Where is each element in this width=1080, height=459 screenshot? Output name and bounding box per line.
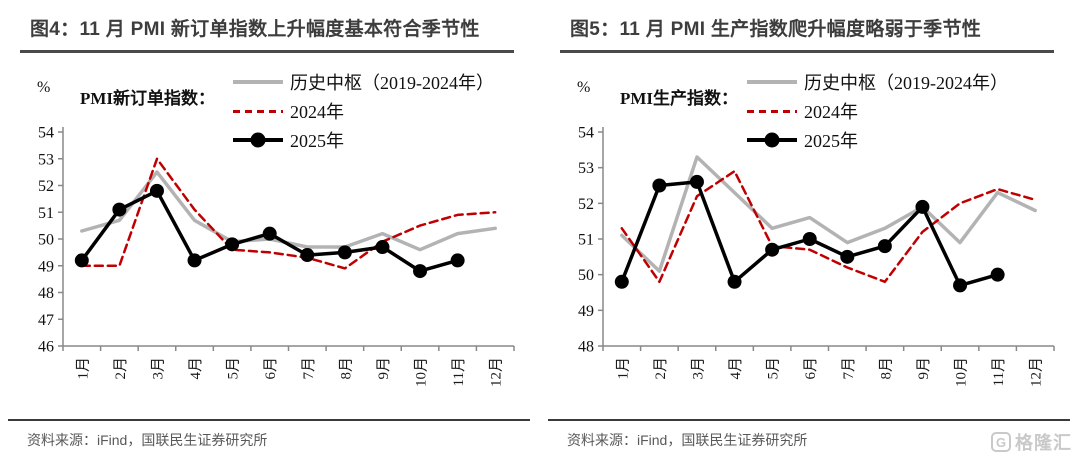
svg-text:9月: 9月 xyxy=(916,357,932,380)
source-divider xyxy=(8,419,530,421)
figure-4-chart: 46 47 48 49 50 51 52 53 54 1月 2月 3月 4月 5月 6月 7月 8月 9月 10月 1… xyxy=(37,70,515,387)
svg-text:53: 53 xyxy=(38,151,54,168)
legend-label: 2024年 xyxy=(290,102,344,122)
red-dashed-line-icon xyxy=(233,109,283,113)
figure-4-title: 图4：11 月 PMI 新订单指数上升幅度基本符合季节性 xyxy=(20,12,514,53)
legend-item-history: 历史中枢（2019-2024年） xyxy=(747,70,1008,94)
figure-4-plot: 46 47 48 49 50 51 52 53 54 1月 2月 3月 4月 5月 6月 7月 8月 9月 10月 1… xyxy=(38,125,515,387)
y-axis-unit-label: % xyxy=(37,79,51,96)
source-divider xyxy=(548,419,1070,421)
svg-text:50: 50 xyxy=(578,267,594,284)
svg-text:5月: 5月 xyxy=(766,357,782,380)
legend-item-history: 历史中枢（2019-2024年） xyxy=(233,70,494,94)
legend-item-2024: 2024年 xyxy=(747,99,1008,123)
y-axis-unit-label: % xyxy=(577,79,591,96)
svg-text:49: 49 xyxy=(38,258,54,275)
svg-text:50: 50 xyxy=(38,232,54,249)
legend-label: 历史中枢（2019-2024年） xyxy=(290,73,494,93)
svg-text:54: 54 xyxy=(38,125,54,142)
legend-label: 2025年 xyxy=(804,131,858,151)
red-dashed-line-icon xyxy=(747,109,797,113)
svg-text:48: 48 xyxy=(578,339,594,356)
legend-item-2025: 2025年 xyxy=(233,128,494,152)
svg-text:2月: 2月 xyxy=(653,357,669,380)
svg-text:12月: 12月 xyxy=(1029,357,1045,387)
legend: 历史中枢（2019-2024年） 2024年 2025年 xyxy=(747,70,1008,152)
svg-text:10月: 10月 xyxy=(414,357,430,387)
svg-text:46: 46 xyxy=(38,339,54,356)
figure-5-plot: 48 49 50 51 52 53 54 1月 2月 3月 4月 5月 6月 7月 8月 9月 10月 11月 12… xyxy=(578,125,1055,387)
gray-line-icon xyxy=(233,80,283,84)
svg-text:54: 54 xyxy=(578,125,594,142)
watermark-brand-text: 格隆汇 xyxy=(1015,433,1072,453)
legend-label: 2025年 xyxy=(290,131,344,151)
source-text: 资料来源：iFind，国联民生证券研究所 xyxy=(567,432,808,448)
svg-text:49: 49 xyxy=(578,303,594,320)
gelonghui-logo-icon: G xyxy=(991,432,1011,452)
svg-text:7月: 7月 xyxy=(301,357,317,380)
indicator-label: PMI生产指数： xyxy=(620,89,739,108)
black-dot-line-icon xyxy=(233,132,283,148)
svg-text:11月: 11月 xyxy=(991,357,1007,386)
svg-text:4月: 4月 xyxy=(188,357,204,380)
svg-text:1月: 1月 xyxy=(75,357,91,380)
indicator-label: PMI新订单指数： xyxy=(80,89,216,108)
svg-text:4月: 4月 xyxy=(728,357,744,380)
watermark: G 格隆汇 xyxy=(991,429,1072,455)
svg-text:12月: 12月 xyxy=(489,357,505,387)
svg-text:47: 47 xyxy=(38,312,54,329)
figure-4-panel: 图4：11 月 PMI 新订单指数上升幅度基本符合季节性 46 47 48 49 50 5… xyxy=(8,12,530,448)
svg-text:3月: 3月 xyxy=(690,357,706,380)
figure-5-panel: 图5：11 月 PMI 生产指数爬升幅度略弱于季节性 48 49 50 51 52 53 5… xyxy=(540,0,1080,459)
legend-label: 2024年 xyxy=(804,102,858,122)
svg-text:11月: 11月 xyxy=(451,357,467,386)
legend: 历史中枢（2019-2024年） 2024年 2025年 xyxy=(233,70,494,152)
svg-text:48: 48 xyxy=(38,285,54,302)
svg-text:51: 51 xyxy=(38,205,54,222)
legend-item-2024: 2024年 xyxy=(233,99,494,123)
figure-5-title: 图5：11 月 PMI 生产指数爬升幅度略弱于季节性 xyxy=(560,12,1054,53)
gray-line-icon xyxy=(747,80,797,84)
svg-text:3月: 3月 xyxy=(150,357,166,380)
black-dot-line-icon xyxy=(747,132,797,148)
legend-item-2025: 2025年 xyxy=(747,128,1008,152)
svg-text:2月: 2月 xyxy=(113,357,129,380)
svg-text:52: 52 xyxy=(578,196,594,213)
svg-text:53: 53 xyxy=(578,160,594,177)
svg-text:52: 52 xyxy=(38,178,54,195)
svg-text:10月: 10月 xyxy=(954,357,970,387)
svg-text:1月: 1月 xyxy=(615,357,631,380)
svg-text:51: 51 xyxy=(578,232,594,249)
svg-text:6月: 6月 xyxy=(803,357,819,380)
source-text: 资料来源：iFind，国联民生证券研究所 xyxy=(27,432,268,448)
svg-text:6月: 6月 xyxy=(263,357,279,380)
svg-text:5月: 5月 xyxy=(226,357,242,380)
legend-label: 历史中枢（2019-2024年） xyxy=(804,73,1008,93)
svg-text:8月: 8月 xyxy=(878,357,894,380)
figure-5-chart: 48 49 50 51 52 53 54 1月 2月 3月 4月 5月 6月 7月 8月 9月 10月 11月 12… xyxy=(540,0,1080,459)
svg-text:8月: 8月 xyxy=(338,357,354,380)
svg-text:7月: 7月 xyxy=(841,357,857,380)
svg-text:9月: 9月 xyxy=(376,357,392,380)
